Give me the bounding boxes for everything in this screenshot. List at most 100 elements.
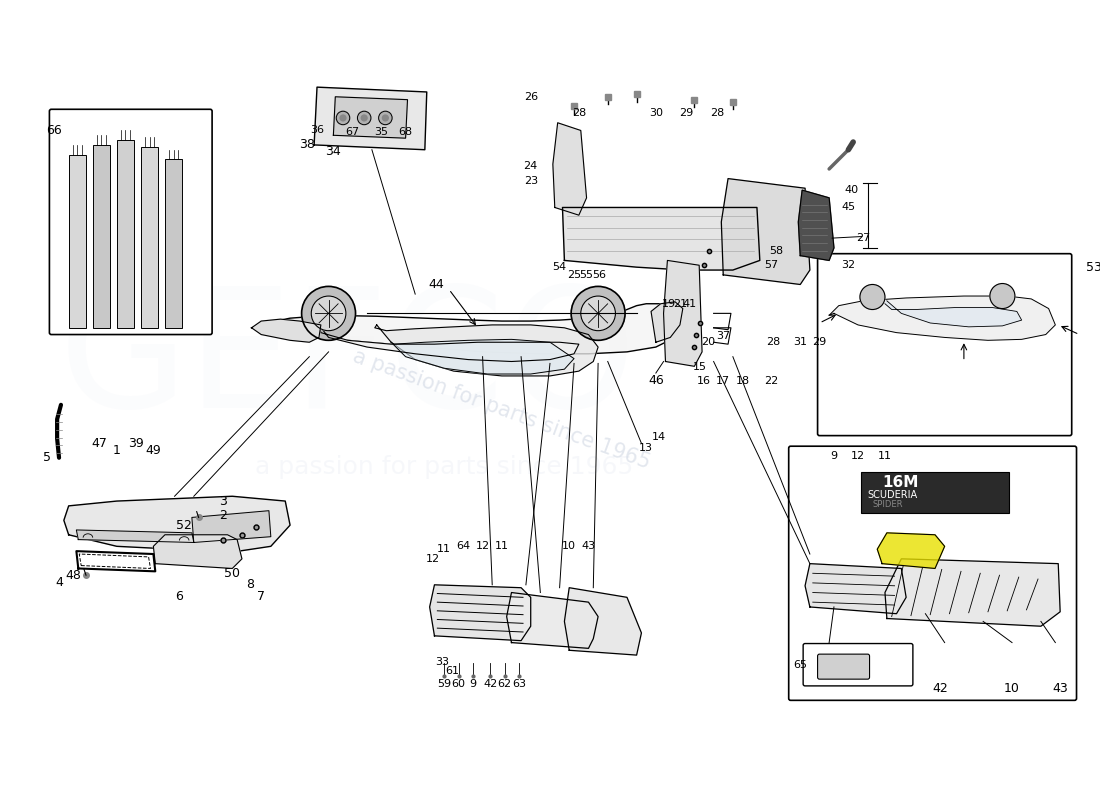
Text: 43: 43 [582,542,595,551]
Polygon shape [886,301,1022,327]
Polygon shape [165,159,183,328]
FancyBboxPatch shape [50,110,212,334]
Text: 34: 34 [326,145,341,158]
Text: 13: 13 [639,443,653,453]
Text: 41: 41 [682,298,696,309]
Text: 9: 9 [470,679,476,689]
Polygon shape [191,510,271,542]
Polygon shape [315,87,427,150]
Circle shape [860,285,886,310]
Polygon shape [68,154,86,328]
Polygon shape [553,122,586,215]
Text: 44: 44 [429,278,444,291]
Text: a passion for parts since 1965: a passion for parts since 1965 [350,346,653,473]
Text: 1: 1 [113,443,121,457]
Polygon shape [319,325,579,362]
FancyBboxPatch shape [803,643,913,686]
Text: 22: 22 [764,376,779,386]
Text: 66: 66 [46,124,62,137]
Polygon shape [153,534,242,569]
Text: 12: 12 [426,554,440,564]
Text: 61: 61 [444,666,459,677]
FancyBboxPatch shape [817,254,1071,436]
Text: 12: 12 [475,542,490,551]
Text: 55: 55 [580,270,594,280]
Text: 32: 32 [842,260,856,270]
Polygon shape [799,190,834,261]
FancyBboxPatch shape [789,446,1077,700]
Circle shape [361,115,367,121]
Text: 47: 47 [91,437,108,450]
FancyBboxPatch shape [817,654,870,679]
Text: 8: 8 [245,578,254,591]
Polygon shape [886,559,1060,626]
Text: 63: 63 [513,679,526,689]
Polygon shape [562,207,760,270]
Text: 67: 67 [345,127,360,138]
Text: 17: 17 [716,376,730,386]
Text: 59: 59 [437,679,451,689]
Text: 31: 31 [793,338,807,347]
Text: 23: 23 [524,175,538,186]
Polygon shape [663,261,702,366]
Polygon shape [507,593,598,648]
Polygon shape [64,496,290,552]
Text: 20: 20 [701,338,715,347]
Text: 58: 58 [769,246,783,256]
Polygon shape [375,325,598,376]
Text: 48: 48 [66,569,81,582]
Polygon shape [252,304,684,354]
Text: 10: 10 [1004,682,1020,695]
Text: 16: 16 [697,376,711,386]
Text: 30: 30 [649,108,663,118]
Polygon shape [651,302,683,342]
Text: 29: 29 [813,338,826,347]
Text: 15: 15 [693,362,707,372]
Text: 57: 57 [764,260,779,270]
Polygon shape [829,296,1055,340]
Polygon shape [117,140,134,328]
Circle shape [571,286,625,340]
Text: 4: 4 [55,576,63,590]
Text: SCUDERIA: SCUDERIA [868,490,917,500]
Text: 68: 68 [398,127,412,138]
Text: 65: 65 [793,660,807,670]
Circle shape [990,283,1015,309]
Text: 40: 40 [844,185,858,195]
Text: 50: 50 [224,566,240,580]
Text: 39: 39 [129,437,144,450]
Text: 11: 11 [878,451,892,461]
Text: 24: 24 [524,161,538,171]
Polygon shape [430,585,530,641]
Text: 52: 52 [176,518,192,532]
Text: 35: 35 [374,127,388,138]
Text: 28: 28 [767,338,780,347]
Text: 43: 43 [1053,682,1068,695]
Text: SPIDER: SPIDER [872,500,903,509]
Text: 19: 19 [662,298,676,309]
Text: 56: 56 [592,270,606,280]
Text: a passion for parts since 1965: a passion for parts since 1965 [255,455,634,479]
Text: 60: 60 [451,679,465,689]
FancyBboxPatch shape [861,472,1009,513]
Text: 53: 53 [1086,261,1100,274]
Text: 5: 5 [44,451,52,464]
Text: 37: 37 [716,330,730,341]
Circle shape [378,111,392,125]
Text: 3: 3 [219,494,227,507]
Polygon shape [805,564,906,614]
Text: 2: 2 [219,509,227,522]
Text: 10: 10 [562,542,576,551]
Polygon shape [878,533,945,569]
Text: 42: 42 [483,679,497,689]
Text: 46: 46 [648,374,663,387]
Text: 36: 36 [310,126,324,135]
Circle shape [301,286,355,340]
Circle shape [383,115,388,121]
Text: 38: 38 [299,138,316,151]
Text: 27: 27 [856,234,870,243]
Text: 9: 9 [830,451,837,461]
Text: 29: 29 [680,108,694,118]
Text: 16M: 16M [882,474,918,490]
Circle shape [581,296,615,330]
